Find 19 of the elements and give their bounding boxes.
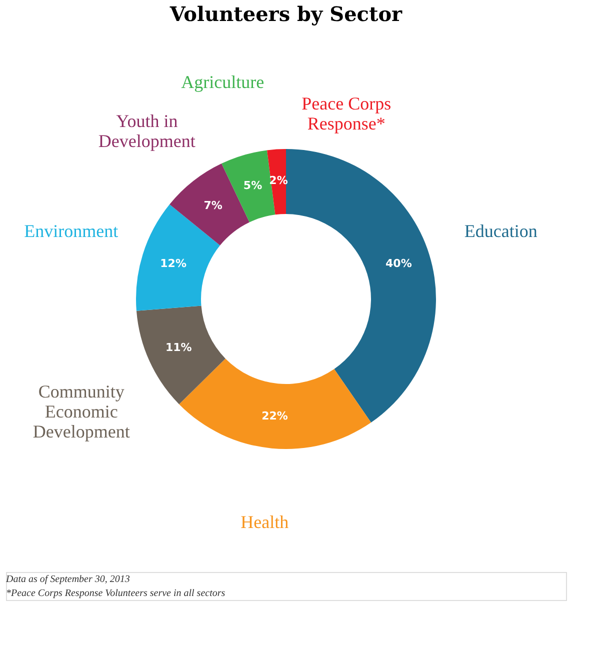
text: *Peace Corps Response Volunteers serve in all sectors [6, 588, 226, 599]
slice-label: Peace Corps Response* [302, 93, 392, 134]
slice-label: Education [464, 221, 538, 242]
chart-title: Volunteers by Sector [168, 2, 403, 26]
data-label: 22% [262, 409, 288, 422]
data-label: 7% [204, 199, 222, 212]
data-label: 40% [386, 256, 412, 270]
slice-label: Agriculture [181, 72, 264, 92]
slice-label: Community Economic Development [32, 381, 130, 442]
donut-slice [286, 149, 436, 423]
donut-slice [136, 306, 226, 404]
data-label: 11% [165, 341, 192, 354]
slice-label: Youth in Development [98, 111, 196, 152]
slice-label: Environment [24, 221, 118, 242]
text: Data as of September 30, 2013 [5, 574, 130, 585]
data-label: 5% [243, 178, 262, 192]
donut-slice [179, 358, 372, 449]
slice-label: Health [240, 512, 289, 532]
data-label: 12% [160, 256, 186, 270]
